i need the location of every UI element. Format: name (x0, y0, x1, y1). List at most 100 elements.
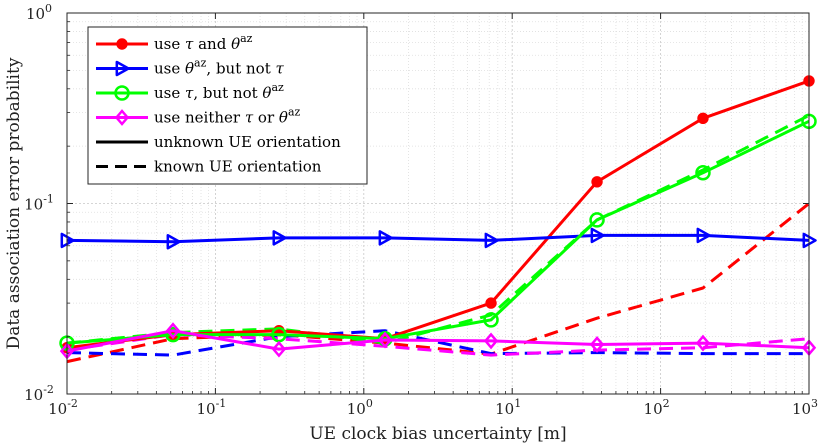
series-line (66, 333, 810, 357)
legend-label: use τ, but not θaz (154, 81, 284, 102)
x-tick-exponent: 2 (663, 397, 670, 410)
y-tick-exponent: -1 (43, 193, 54, 206)
x-tick-label: 103 (792, 397, 818, 418)
legend-entry: unknown UE orientation (96, 133, 341, 151)
x-tick-base: 10 (48, 400, 67, 418)
legend-text-part: or (253, 109, 279, 127)
legend-entry: known UE orientation (96, 158, 322, 176)
series-7 (66, 333, 810, 357)
legend-symbol: τ (276, 60, 285, 78)
point-triangle-marker (115, 60, 130, 77)
point-circle-marker (483, 312, 499, 328)
legend-text-part: , but not (206, 60, 275, 78)
legend-label: known UE orientation (154, 158, 322, 176)
x-tick-exponent: 0 (366, 397, 373, 410)
point-diamond-marker (695, 334, 711, 352)
legend-entry: use θaz, but not τ (96, 57, 285, 78)
y-tick-base: 10 (24, 196, 43, 214)
point-diamond-marker (165, 322, 181, 340)
x-tick-exponent: 3 (811, 397, 818, 410)
x-tick-base: 10 (495, 400, 514, 418)
series-1 (66, 202, 810, 364)
legend-entry: use τ and θaz (96, 32, 253, 53)
point-circle-marker (589, 212, 605, 228)
legend-text-part: and (193, 35, 231, 53)
legend-symbol: τ (185, 84, 194, 102)
legend-superscript: az (271, 81, 284, 94)
legend-label: use θaz, but not τ (154, 57, 285, 78)
point-dot-marker (485, 297, 497, 309)
legend-text-part: use neither (154, 109, 245, 127)
legend-symbol: θ (262, 84, 271, 102)
y-tick-label: 10-2 (24, 383, 54, 404)
point-diamond-marker (589, 336, 605, 353)
y-tick-label: 10-1 (24, 193, 54, 214)
x-tick-exponent: 1 (514, 397, 521, 410)
x-axis-label: UE clock bias uncertainty [m] (309, 424, 566, 444)
y-tick-label: 100 (26, 2, 52, 23)
legend-text-part: use (154, 84, 185, 102)
point-diamond-marker (483, 332, 499, 350)
point-triangle-marker (590, 227, 605, 244)
legend-superscript: az (194, 57, 207, 70)
series-2 (60, 227, 817, 250)
x-tick-label: 10-1 (196, 397, 226, 418)
x-tick-label: 100 (347, 397, 373, 418)
y-tick-base: 10 (26, 5, 45, 23)
point-triangle-marker (272, 230, 287, 246)
point-diamond-marker (114, 109, 130, 126)
legend-box (87, 26, 368, 185)
x-tick-label: 102 (644, 397, 670, 418)
point-triangle-marker (378, 230, 393, 246)
point-circle-marker (695, 165, 711, 181)
legend-label: use τ and θaz (154, 32, 253, 53)
y-axis-label: Data association error probability (4, 57, 24, 349)
x-tick-exponent: -1 (216, 397, 227, 410)
legend-symbol: τ (185, 35, 194, 53)
point-triangle-marker (484, 232, 499, 249)
legend-label: unknown UE orientation (154, 133, 341, 151)
series-line (66, 329, 810, 353)
legend-entry: use τ, but not θaz (96, 81, 284, 102)
series-3 (66, 329, 809, 357)
y-tick-exponent: -2 (43, 383, 54, 396)
legend-superscript: az (240, 32, 253, 45)
legend-symbol: τ (245, 109, 254, 127)
x-tick-label: 10-2 (48, 397, 78, 418)
point-diamond-marker (377, 331, 393, 349)
series-layer (59, 75, 817, 364)
y-tick-exponent: 0 (45, 2, 52, 15)
point-diamond-marker (271, 340, 287, 358)
y-tick-base: 10 (24, 386, 43, 404)
point-circle-marker (165, 326, 181, 343)
point-dot-marker (116, 38, 128, 50)
legend-text-part: use (154, 35, 185, 53)
x-tick-base: 10 (792, 400, 811, 418)
legend-text-part: use (154, 60, 185, 78)
series-line (66, 329, 809, 357)
point-circle-marker (114, 85, 130, 101)
legend-superscript: az (288, 106, 301, 119)
point-triangle-marker (60, 232, 75, 249)
series-line (66, 202, 810, 364)
legend-symbol: θ (185, 60, 194, 78)
x-tick-base: 10 (347, 400, 366, 418)
legend-entry: use neither τ or θaz (96, 106, 300, 127)
legend-symbol: θ (279, 109, 288, 127)
point-triangle-marker (802, 232, 817, 249)
series-line (66, 233, 810, 244)
x-tick-label: 101 (495, 397, 521, 418)
legend-text-part: , but not (193, 84, 262, 102)
point-dot-marker (591, 176, 603, 188)
point-triangle-marker (166, 233, 181, 250)
point-dot-marker (697, 112, 709, 125)
legend-symbol: θ (231, 35, 240, 53)
x-tick-base: 10 (644, 400, 663, 418)
legend-label: use neither τ or θaz (154, 106, 300, 127)
point-triangle-marker (696, 227, 711, 244)
x-tick-exponent: -2 (67, 397, 78, 410)
